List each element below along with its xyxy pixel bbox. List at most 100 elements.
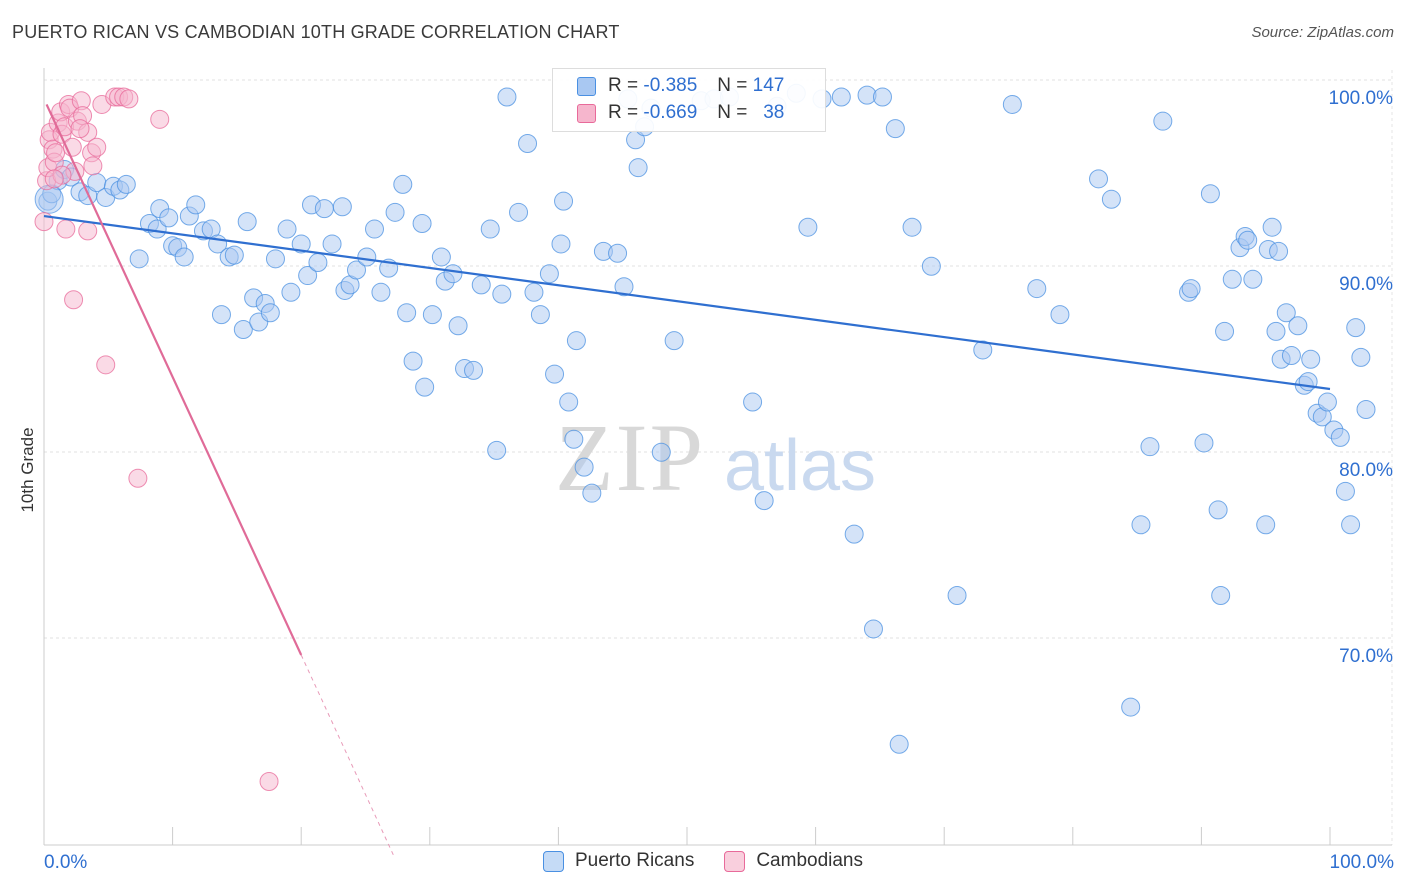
data-point bbox=[614, 277, 634, 297]
data-point bbox=[1194, 433, 1214, 453]
data-point bbox=[471, 275, 491, 295]
trendlines bbox=[43, 103, 1331, 857]
legend-r-value: -0.669 bbox=[643, 102, 698, 123]
trendline-puerto-ricans bbox=[43, 214, 1331, 391]
data-point bbox=[902, 217, 922, 237]
data-point bbox=[1330, 427, 1350, 447]
data-point bbox=[129, 249, 149, 269]
legend-swatch-blue bbox=[577, 76, 596, 96]
data-point bbox=[150, 109, 170, 129]
data-point bbox=[518, 134, 538, 153]
data-point bbox=[743, 392, 763, 412]
data-point bbox=[322, 234, 342, 254]
data-point bbox=[754, 491, 774, 511]
data-point bbox=[87, 137, 107, 157]
data-point bbox=[56, 219, 76, 239]
data-point bbox=[1269, 241, 1289, 261]
data-point bbox=[332, 197, 352, 217]
data-point bbox=[1341, 515, 1361, 535]
data-point bbox=[1121, 697, 1141, 717]
data-point bbox=[83, 156, 103, 176]
data-point bbox=[448, 316, 468, 336]
data-point bbox=[464, 360, 484, 380]
data-point bbox=[1238, 230, 1258, 250]
data-point bbox=[237, 212, 257, 232]
data-point bbox=[1200, 184, 1220, 204]
data-point bbox=[885, 119, 905, 139]
data-point bbox=[554, 191, 574, 211]
data-point bbox=[365, 219, 385, 239]
data-point bbox=[480, 219, 500, 239]
legend-item-puerto-ricans[interactable]: Puerto Ricans bbox=[542, 850, 695, 872]
legend-swatch-cambodians bbox=[724, 850, 746, 872]
data-point bbox=[308, 253, 328, 273]
data-point bbox=[545, 364, 565, 384]
data-point bbox=[608, 243, 628, 263]
legend-n-label: N = bbox=[717, 102, 748, 123]
data-point bbox=[551, 234, 571, 254]
series-legend: Puerto Ricans Cambodians bbox=[0, 850, 1406, 872]
data-point bbox=[211, 305, 231, 325]
data-point bbox=[889, 734, 909, 754]
data-point bbox=[831, 87, 851, 107]
data-point bbox=[186, 195, 206, 215]
data-point bbox=[357, 247, 377, 267]
legend-label-puerto-ricans: Puerto Ricans bbox=[574, 850, 695, 871]
data-point bbox=[78, 221, 98, 241]
data-point bbox=[233, 320, 253, 339]
data-point bbox=[574, 457, 594, 477]
data-point bbox=[798, 217, 818, 237]
legend-swatch-puerto-ricans bbox=[542, 850, 564, 872]
data-point bbox=[128, 468, 148, 488]
legend-r-label: R = bbox=[608, 102, 639, 123]
data-point bbox=[1222, 269, 1242, 289]
data-point bbox=[1211, 585, 1231, 605]
data-point bbox=[1281, 346, 1301, 366]
legend-item-cambodians[interactable]: Cambodians bbox=[724, 850, 863, 872]
data-point bbox=[46, 143, 66, 163]
data-point bbox=[119, 89, 139, 109]
data-point bbox=[70, 119, 90, 139]
data-point bbox=[492, 284, 512, 304]
data-point bbox=[497, 87, 517, 107]
data-point bbox=[412, 213, 432, 233]
data-point bbox=[564, 429, 584, 449]
data-point bbox=[291, 234, 311, 254]
data-point bbox=[921, 256, 941, 276]
data-point bbox=[530, 305, 550, 325]
data-point bbox=[1181, 279, 1201, 299]
legend-label-cambodians: Cambodians bbox=[756, 850, 863, 871]
axes bbox=[43, 68, 1392, 846]
watermark-zip: ZIP bbox=[555, 404, 705, 511]
data-point bbox=[1256, 515, 1276, 535]
chart-title: PUERTO RICAN VS CAMBODIAN 10TH GRADE COR… bbox=[12, 22, 620, 42]
y-tick-label: 80.0% bbox=[1339, 460, 1393, 481]
data-point bbox=[116, 174, 136, 194]
data-point bbox=[260, 303, 280, 323]
data-point bbox=[397, 303, 417, 323]
data-point bbox=[64, 290, 84, 310]
data-point bbox=[1002, 94, 1022, 114]
data-point bbox=[259, 771, 279, 791]
data-point bbox=[844, 524, 864, 544]
y-tick-label: 70.0% bbox=[1339, 646, 1393, 667]
data-point bbox=[1335, 481, 1355, 501]
legend-r-value: -0.385 bbox=[643, 75, 698, 96]
data-point bbox=[385, 202, 405, 222]
legend-n-value: 38 bbox=[763, 102, 785, 123]
data-point bbox=[1101, 189, 1121, 209]
data-point bbox=[1346, 318, 1366, 338]
data-point bbox=[1351, 347, 1371, 367]
y-tick-label: 90.0% bbox=[1339, 274, 1393, 295]
data-point bbox=[509, 202, 529, 222]
data-point bbox=[314, 199, 334, 219]
series-cambodians bbox=[34, 87, 279, 791]
data-point bbox=[403, 351, 423, 371]
data-point bbox=[973, 340, 993, 360]
data-point bbox=[1089, 169, 1109, 189]
legend-r-label: R = bbox=[608, 75, 639, 96]
legend-swatch-pink bbox=[577, 103, 596, 123]
data-point bbox=[1050, 305, 1070, 325]
data-point bbox=[1288, 316, 1308, 336]
watermark: ZIP atlas bbox=[555, 404, 876, 511]
